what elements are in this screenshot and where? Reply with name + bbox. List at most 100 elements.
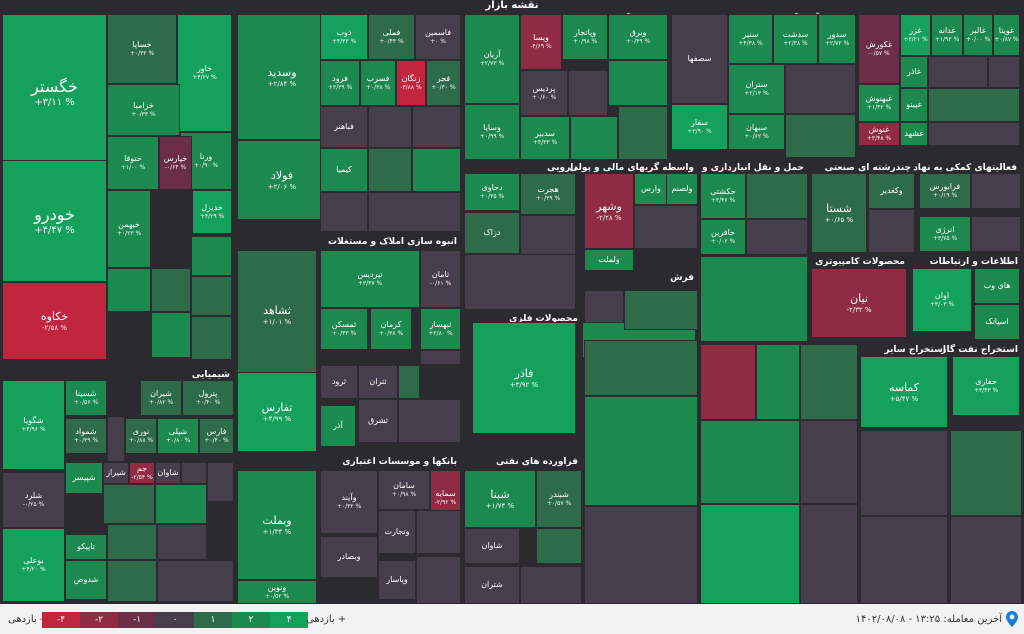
stock-tile[interactable]: سدبیر +۴/۳۳ %: [520, 116, 570, 160]
stock-tile[interactable]: [151, 312, 191, 358]
stock-tile[interactable]: [800, 504, 858, 604]
stock-tile[interactable]: اوان +۴/۰۳ %: [912, 268, 972, 332]
stock-tile[interactable]: وبرق +۰/۴۹ %: [608, 14, 668, 60]
stock-tile[interactable]: شگویا +۴/۹۶ %: [2, 380, 65, 470]
stock-tile[interactable]: سبهان +۰/۶۲ %: [728, 114, 785, 150]
stock-tile[interactable]: کرمان +۰/۳۸ %: [370, 308, 412, 350]
stock-tile[interactable]: [420, 350, 461, 365]
stock-tile[interactable]: فرابورس +۰/۱۹ %: [919, 173, 971, 209]
stock-tile[interactable]: ثرود: [320, 365, 358, 399]
stock-tile[interactable]: غویتا +۰/۸۷ %: [993, 14, 1020, 56]
stock-tile[interactable]: وبصادر: [320, 536, 378, 578]
stock-tile[interactable]: ثشاهد +۱/۰۱ %: [237, 250, 317, 380]
stock-tile[interactable]: [107, 416, 125, 462]
stock-tile[interactable]: [746, 173, 808, 219]
stock-tile[interactable]: [950, 430, 1022, 516]
stock-tile[interactable]: [191, 316, 232, 360]
stock-tile[interactable]: خبهمن +۰/۲۳ %: [107, 190, 151, 268]
stock-tile[interactable]: وتجارت: [378, 510, 416, 554]
stock-tile[interactable]: ثتران: [358, 365, 398, 399]
stock-tile[interactable]: وشهر -۲/۲۸ %: [584, 173, 634, 249]
stock-tile[interactable]: کیمیا: [320, 148, 368, 192]
stock-tile[interactable]: [800, 420, 858, 504]
stock-tile[interactable]: آ‌ذر: [320, 405, 356, 447]
stock-tile[interactable]: های وب: [974, 268, 1020, 304]
stock-tile[interactable]: [785, 64, 856, 114]
stock-tile[interactable]: پترول +۰/۴۰ %: [182, 380, 234, 416]
stock-tile[interactable]: [746, 219, 808, 255]
stock-tile[interactable]: شپلی +۰/۸۰ %: [157, 418, 199, 454]
stock-tile[interactable]: [868, 209, 915, 253]
stock-tile[interactable]: غبهنوش +۱/۴۲ %: [858, 84, 900, 122]
stock-tile[interactable]: وآیند +۰/۳۲ %: [320, 470, 378, 534]
stock-tile[interactable]: غنوش +۴/۴۸ %: [858, 122, 900, 146]
stock-tile[interactable]: غالبر +۰/۰۰ %: [963, 14, 993, 56]
stock-tile[interactable]: خزامیا +۰/۳۳ %: [107, 84, 180, 136]
stock-tile[interactable]: [700, 504, 800, 604]
stock-tile[interactable]: فملی +۰/۴۴ %: [368, 14, 415, 60]
stock-tile[interactable]: [618, 106, 668, 160]
stock-tile[interactable]: وپاسار: [378, 560, 416, 600]
stock-tile[interactable]: حکشتی +۳/۴۶ %: [700, 173, 746, 219]
stock-tile[interactable]: فاذر +۳/۹۲ %: [472, 322, 576, 434]
stock-tile[interactable]: شسینا +۰/۵۶ %: [65, 380, 107, 416]
stock-tile[interactable]: [568, 70, 608, 116]
stock-tile[interactable]: [800, 344, 858, 420]
stock-tile[interactable]: [103, 484, 155, 524]
stock-tile[interactable]: [928, 122, 1020, 146]
stock-tile[interactable]: خپارس -۰/۶۴ %: [159, 136, 192, 190]
stock-tile[interactable]: [584, 340, 698, 396]
stock-tile[interactable]: غشهد: [900, 122, 928, 146]
stock-tile[interactable]: غپینو: [900, 88, 928, 122]
stock-tile[interactable]: [624, 290, 698, 330]
stock-tile[interactable]: فجر +۰/۳۰ %: [426, 60, 461, 106]
stock-tile[interactable]: شاوان: [155, 462, 181, 484]
stock-tile[interactable]: شپیسر: [65, 462, 103, 494]
stock-tile[interactable]: [971, 173, 1021, 209]
stock-tile[interactable]: شستا +۰/۶۵ %: [811, 173, 867, 253]
stock-tile[interactable]: شموا‌د +۰/۳۹ %: [65, 418, 107, 454]
stock-tile[interactable]: [928, 56, 988, 88]
stock-tile[interactable]: وسدید +۲/۸۴ %: [237, 14, 327, 140]
stock-tile[interactable]: [157, 560, 234, 602]
stock-tile[interactable]: [700, 344, 756, 420]
stock-tile[interactable]: [416, 510, 461, 554]
stock-tile[interactable]: [368, 192, 461, 232]
stock-tile[interactable]: فرود +۳/۳۹ %: [320, 60, 360, 106]
stock-tile[interactable]: غدانه +۱/۹۳ %: [931, 14, 963, 56]
stock-tile[interactable]: [157, 524, 207, 560]
stock-tile[interactable]: جم -۲/۵۴ %: [129, 462, 155, 484]
stock-tile[interactable]: شلرد -۰/۲۵ %: [2, 472, 65, 528]
stock-tile[interactable]: نیان -۲/۳۲ %: [811, 268, 907, 338]
stock-tile[interactable]: وکغدیر: [868, 173, 915, 209]
stock-tile[interactable]: نوری +۰/۸۸ %: [125, 418, 157, 454]
stock-tile[interactable]: زنگان -۳/۸۸ %: [396, 60, 426, 106]
stock-tile[interactable]: ثامان -۰/۶۱ %: [420, 250, 461, 308]
stock-tile[interactable]: خاور +۴/۲۷ %: [177, 14, 232, 132]
stock-tile[interactable]: [584, 506, 698, 604]
stock-tile[interactable]: هجرت +۰/۳۹ %: [520, 173, 576, 215]
stock-tile[interactable]: اسپاتک: [974, 304, 1020, 340]
stock-tile[interactable]: [155, 484, 207, 524]
stock-tile[interactable]: خگستر +۳/۱۱ %: [2, 14, 107, 172]
stock-tile[interactable]: [700, 420, 800, 504]
stock-tile[interactable]: ثبهساز +۲/۸۰ %: [420, 308, 461, 350]
stock-tile[interactable]: فباهنر: [320, 106, 368, 148]
stock-tile[interactable]: [520, 215, 576, 257]
stock-tile[interactable]: [464, 254, 576, 310]
stock-tile[interactable]: شبندر +۰/۵۷ %: [536, 470, 582, 528]
stock-tile[interactable]: فارس +۰/۴۰ %: [199, 418, 234, 454]
stock-tile[interactable]: ستران +۲/۱۳ %: [728, 64, 785, 114]
stock-tile[interactable]: [950, 516, 1022, 604]
stock-tile[interactable]: سنیر +۴/۳۸ %: [728, 14, 773, 64]
stock-tile[interactable]: ویسا -۴/۶۹ %: [520, 14, 562, 70]
stock-tile[interactable]: ساما‌ن +۰/۹۸ %: [378, 470, 430, 510]
stock-tile[interactable]: دحاوی +۰/۳۵ %: [464, 173, 520, 211]
stock-tile[interactable]: ونوین +۰/۵۲ %: [237, 580, 317, 604]
stock-tile[interactable]: وارس: [634, 173, 668, 205]
stock-tile[interactable]: سدشت +۲/۳۸ %: [773, 14, 818, 64]
stock-tile[interactable]: ولصنم: [666, 173, 698, 205]
stock-tile[interactable]: شاوان: [464, 528, 520, 564]
stock-tile[interactable]: [928, 88, 1020, 122]
stock-tile[interactable]: شدوص: [65, 560, 107, 600]
